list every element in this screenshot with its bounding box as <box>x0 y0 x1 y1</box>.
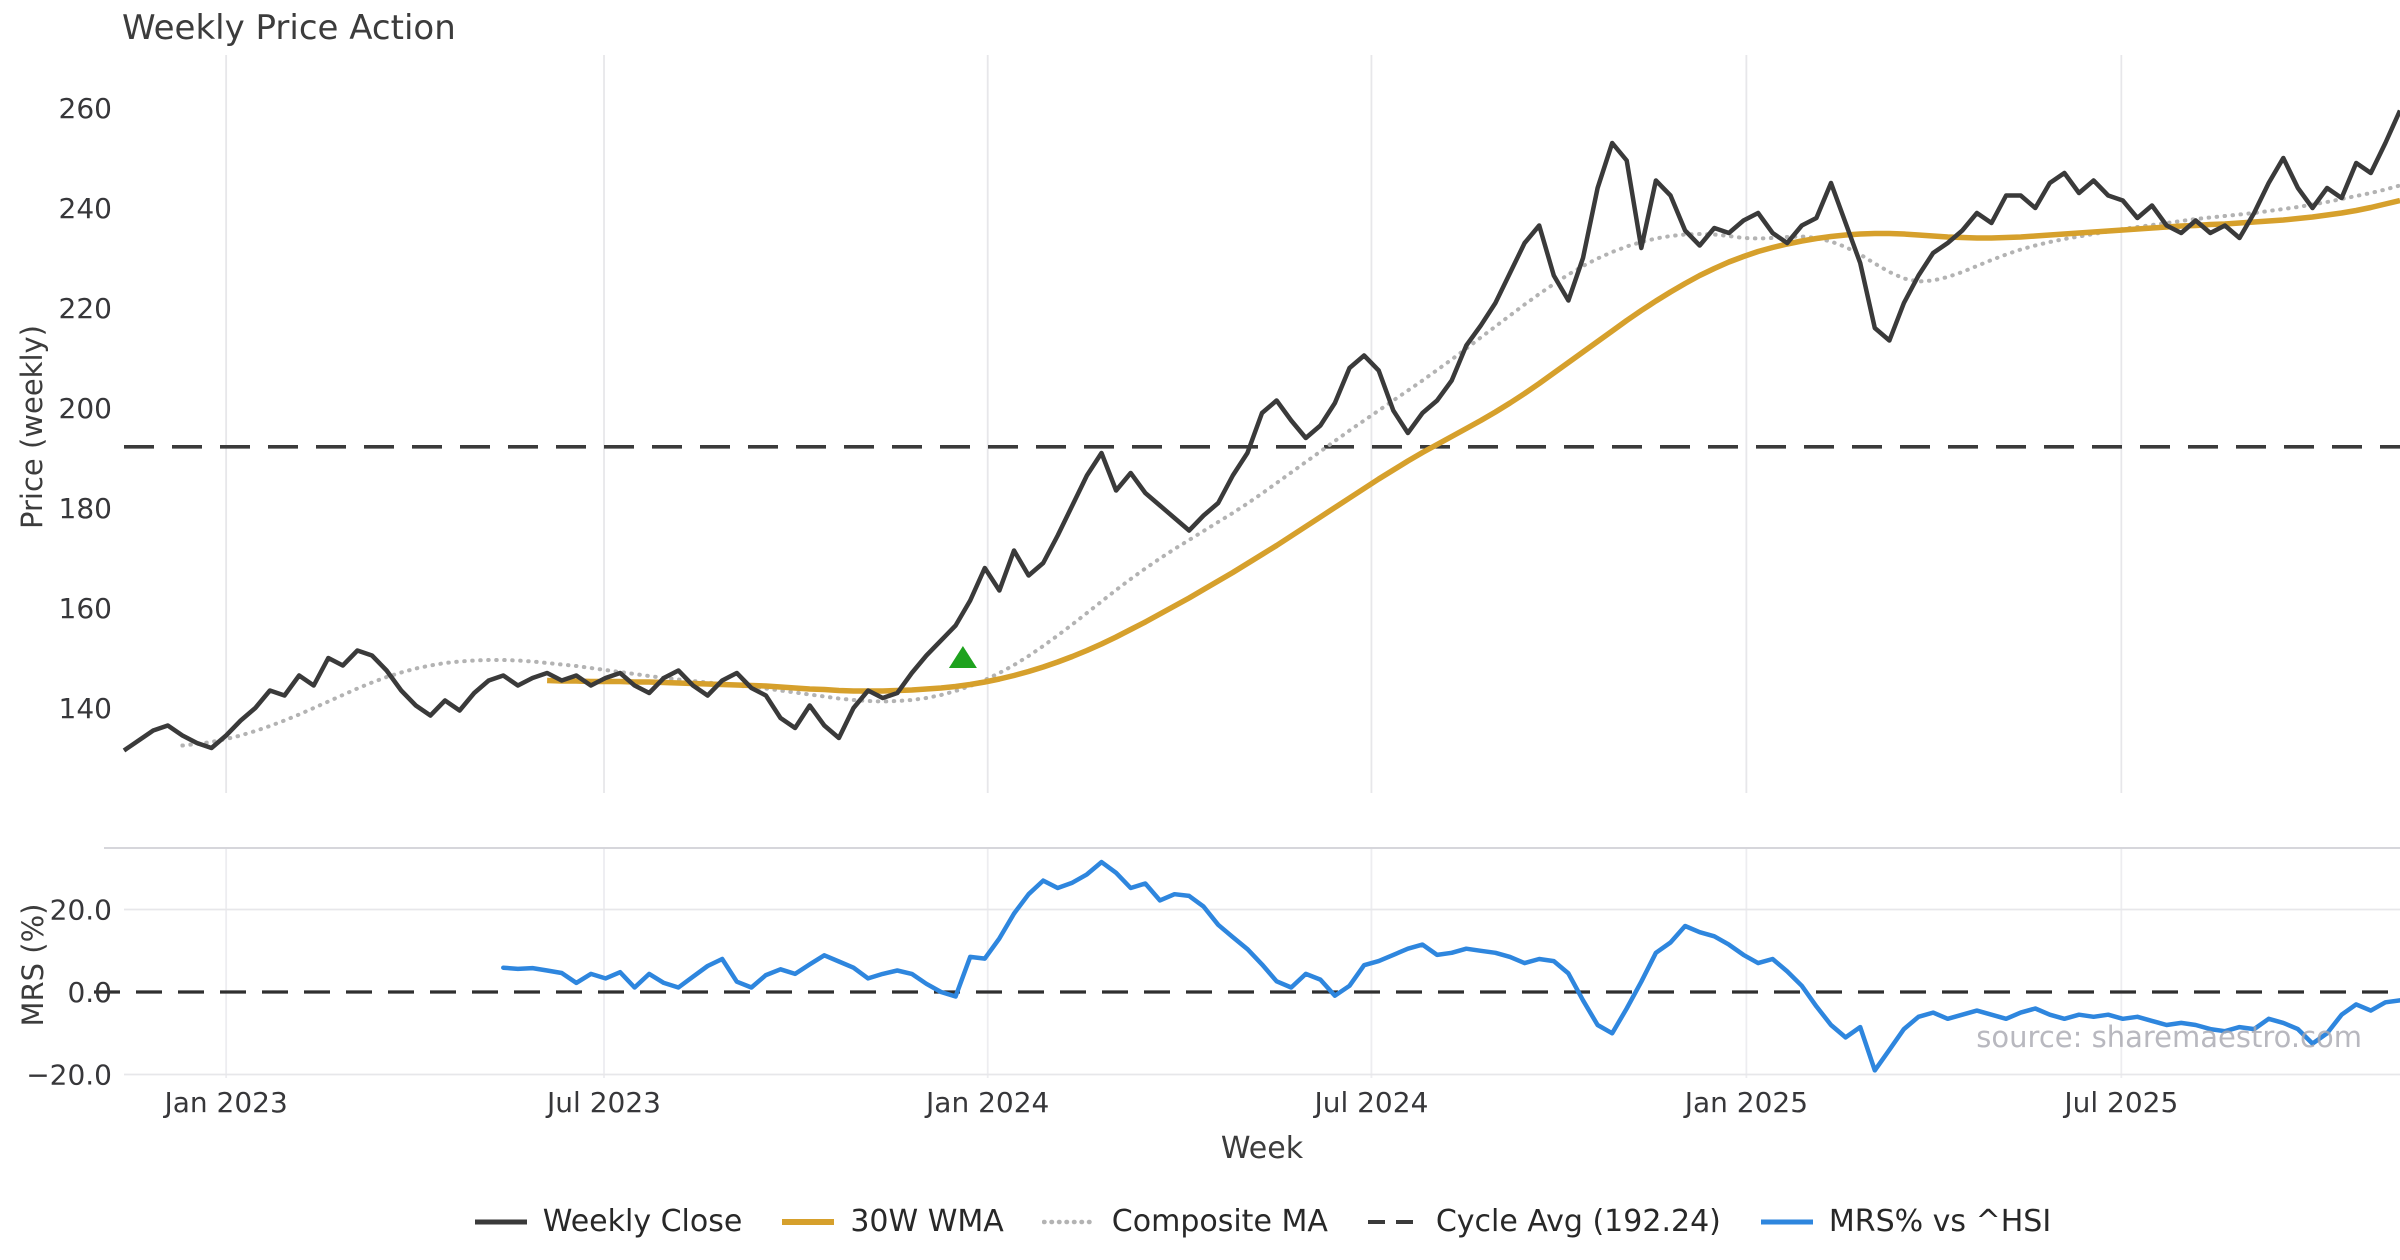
legend-item: MRS% vs ^HSI <box>1759 1204 2051 1239</box>
legend-item: Weekly Close <box>473 1204 743 1239</box>
legend-item: 30W WMA <box>780 1204 1004 1239</box>
svg-text:Jan 2025: Jan 2025 <box>1683 1086 1808 1119</box>
svg-text:180: 180 <box>59 492 112 525</box>
legend-line-sample <box>1367 1219 1420 1224</box>
svg-text:160: 160 <box>59 592 112 625</box>
legend-line-sample <box>782 1218 835 1225</box>
legend-item: Composite MA <box>1041 1204 1328 1239</box>
chart-title: Weekly Price Action <box>122 8 456 48</box>
legend-label: Cycle Avg (192.24) <box>1435 1204 1721 1239</box>
svg-text:Jul 2023: Jul 2023 <box>545 1086 661 1119</box>
legend: Weekly Close 30W WMA Composite MA Cycle Avg… <box>0 1204 2400 1239</box>
legend-label: Composite MA <box>1111 1204 1328 1239</box>
legend-item: Cycle Avg (192.24) <box>1366 1204 1721 1239</box>
svg-text:200: 200 <box>59 392 112 425</box>
legend-line-sample <box>1041 1219 1098 1224</box>
price-axis-label: Price (weekly) <box>15 325 49 530</box>
legend-label: MRS% vs ^HSI <box>1828 1204 2052 1239</box>
svg-text:220: 220 <box>59 292 112 325</box>
svg-text:0.0: 0.0 <box>67 976 112 1009</box>
svg-text:Jan 2024: Jan 2024 <box>924 1086 1049 1119</box>
x-axis-label: Week <box>1220 1131 1304 1166</box>
svg-text:Jul 2024: Jul 2024 <box>1312 1086 1428 1119</box>
watermark: source: sharemaestro.com <box>1976 1020 2362 1054</box>
svg-text:240: 240 <box>59 192 112 225</box>
legend-line-sample <box>1760 1219 1813 1224</box>
svg-text:Jul 2025: Jul 2025 <box>2062 1086 2178 1119</box>
svg-text:20.0: 20.0 <box>50 894 112 927</box>
mrs-axis-label: MRS (%) <box>16 903 50 1027</box>
svg-text:−20.0: −20.0 <box>26 1059 112 1092</box>
legend-label: 30W WMA <box>850 1204 1004 1239</box>
svg-text:260: 260 <box>59 92 112 125</box>
legend-line-sample <box>474 1219 527 1224</box>
svg-text:Jan 2023: Jan 2023 <box>162 1086 287 1119</box>
svg-text:140: 140 <box>59 692 112 725</box>
legend-label: Weekly Close <box>542 1204 743 1239</box>
